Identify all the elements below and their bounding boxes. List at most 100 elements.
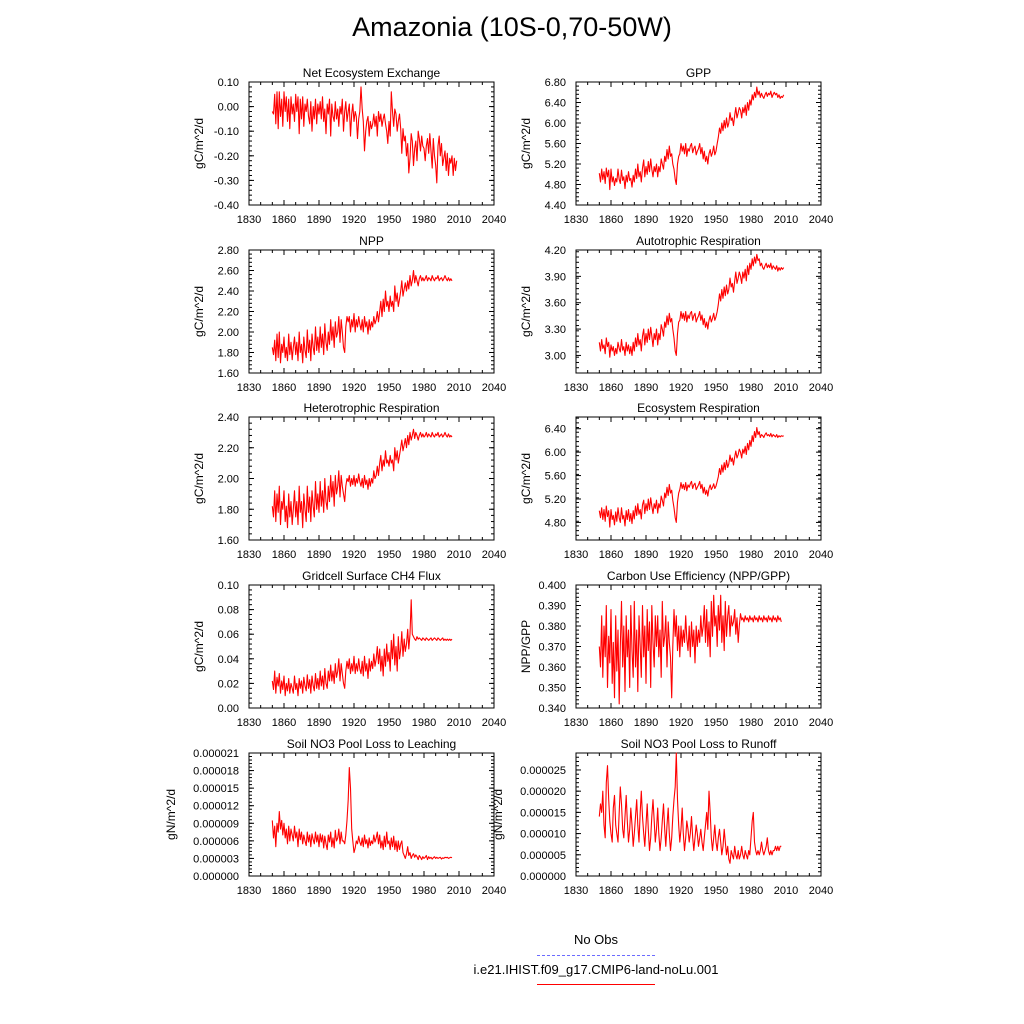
y-tick-label: 0.000021 <box>193 748 239 760</box>
y-tick-label: 0.04 <box>218 654 239 666</box>
x-tick-label: 2040 <box>482 549 506 561</box>
x-tick-label: 1860 <box>599 214 623 226</box>
y-tick-label: 6.40 <box>545 424 566 436</box>
y-tick-label: 5.20 <box>545 494 566 506</box>
x-tick-label: 1980 <box>739 382 763 394</box>
y-tick-label: 4.80 <box>545 517 566 529</box>
series-line <box>598 594 782 705</box>
legend-model-swatch <box>537 984 655 985</box>
y-tick-label: 0.000010 <box>520 829 566 841</box>
x-tick-label: 1920 <box>669 717 693 729</box>
x-tick-label: 2010 <box>774 549 798 561</box>
legend-obs-label: No Obs <box>573 932 619 947</box>
x-tick-label: 1890 <box>634 549 658 561</box>
x-tick-label: 2040 <box>809 214 833 226</box>
panel-title: Heterotrophic Respiration <box>303 401 439 415</box>
panel-title: NPP <box>359 234 384 248</box>
x-tick-label: 1950 <box>377 382 401 394</box>
panel-8: Carbon Use Efficiency (NPP/GPP) NPP/GPP 18… <box>519 569 833 729</box>
panel-6: Ecosystem Respiration gC/m^2/d 1830 1860 189… <box>519 401 833 561</box>
x-tick-label: 1830 <box>564 382 588 394</box>
x-tick-label: 1950 <box>704 885 728 897</box>
x-tick-label: 1950 <box>704 214 728 226</box>
y-tick-label: 2.20 <box>218 307 239 319</box>
series-line <box>598 86 785 191</box>
x-tick-label: 1860 <box>272 382 296 394</box>
x-tick-label: 2010 <box>447 382 471 394</box>
series-line <box>598 752 782 864</box>
plot-frame <box>575 249 822 374</box>
x-tick-label: 1830 <box>237 382 261 394</box>
panel-10: Soil NO3 Pool Loss to Runoff gN/m^2/d 1830… <box>491 737 833 897</box>
x-tick-label: 2040 <box>482 382 506 394</box>
panel-3: NPP gC/m^2/d 1830 1860 1890 1920 1950 1980 2010 2… <box>192 234 506 394</box>
y-tick-label: 0.08 <box>218 605 239 617</box>
y-tick-label: 0.06 <box>218 629 239 641</box>
x-tick-label: 1890 <box>307 214 331 226</box>
x-tick-label: 2040 <box>482 214 506 226</box>
x-tick-label: 1920 <box>342 214 366 226</box>
y-tick-label: 5.20 <box>545 159 566 171</box>
plot-frame <box>575 416 822 541</box>
x-tick-label: 2010 <box>774 717 798 729</box>
y-tick-label: 5.60 <box>545 139 566 151</box>
y-tick-label: -0.40 <box>214 200 239 212</box>
y-tick-label: 0.400 <box>538 580 566 592</box>
y-tick-label: -0.30 <box>214 175 239 187</box>
y-tick-label: 0.370 <box>538 642 566 654</box>
x-tick-label: 1920 <box>669 549 693 561</box>
x-tick-label: 2010 <box>447 885 471 897</box>
x-tick-label: 1950 <box>704 382 728 394</box>
y-tick-label: 6.00 <box>545 447 566 459</box>
x-tick-label: 1950 <box>377 549 401 561</box>
panel-title: GPP <box>686 66 711 80</box>
plot-frame <box>248 81 495 206</box>
series-line <box>598 426 784 528</box>
x-tick-label: 1980 <box>739 717 763 729</box>
y-tick-label: 2.00 <box>218 327 239 339</box>
x-tick-label: 1980 <box>412 885 436 897</box>
y-tick-label: 3.60 <box>545 298 566 310</box>
x-tick-label: 1830 <box>237 214 261 226</box>
x-tick-label: 1830 <box>564 885 588 897</box>
series-line <box>271 86 458 184</box>
y-tick-label: 6.00 <box>545 118 566 130</box>
y-tick-label: 0.000000 <box>193 871 239 883</box>
series-line <box>271 599 453 697</box>
y-axis-label: gC/m^2/d <box>519 118 533 169</box>
x-tick-label: 2040 <box>482 717 506 729</box>
y-tick-label: 0.000000 <box>520 871 566 883</box>
y-tick-label: 0.02 <box>218 678 239 690</box>
x-tick-label: 1890 <box>307 717 331 729</box>
x-tick-label: 2040 <box>809 717 833 729</box>
x-tick-label: 2040 <box>809 382 833 394</box>
y-tick-label: 0.00 <box>218 703 239 715</box>
x-tick-label: 1830 <box>564 717 588 729</box>
y-tick-label: 0.340 <box>538 703 566 715</box>
y-tick-label: 0.10 <box>218 77 239 89</box>
x-tick-label: 1920 <box>342 885 366 897</box>
x-tick-label: 1920 <box>342 382 366 394</box>
x-tick-label: 1890 <box>634 214 658 226</box>
x-tick-label: 1860 <box>272 885 296 897</box>
y-tick-label: 0.000009 <box>193 818 239 830</box>
y-axis-label: gC/m^2/d <box>192 118 206 169</box>
panel-9: Soil NO3 Pool Loss to Leaching gN/m^2/d 18… <box>164 737 506 897</box>
panel-title: Soil NO3 Pool Loss to Leaching <box>287 737 456 751</box>
y-tick-label: 0.350 <box>538 683 566 695</box>
x-tick-label: 1980 <box>412 382 436 394</box>
panel-title: Carbon Use Efficiency (NPP/GPP) <box>607 569 790 583</box>
panel-title: Autotrophic Respiration <box>636 234 761 248</box>
y-axis-label: NPP/GPP <box>519 620 533 673</box>
x-tick-label: 1860 <box>272 214 296 226</box>
series-line <box>271 269 453 364</box>
y-tick-label: 0.390 <box>538 601 566 613</box>
x-tick-label: 2010 <box>447 214 471 226</box>
x-tick-label: 1890 <box>307 885 331 897</box>
y-tick-label: 0.000025 <box>520 765 566 777</box>
x-tick-label: 2040 <box>482 885 506 897</box>
x-tick-label: 1860 <box>599 885 623 897</box>
x-tick-label: 1860 <box>599 549 623 561</box>
y-tick-label: 4.40 <box>545 200 566 212</box>
